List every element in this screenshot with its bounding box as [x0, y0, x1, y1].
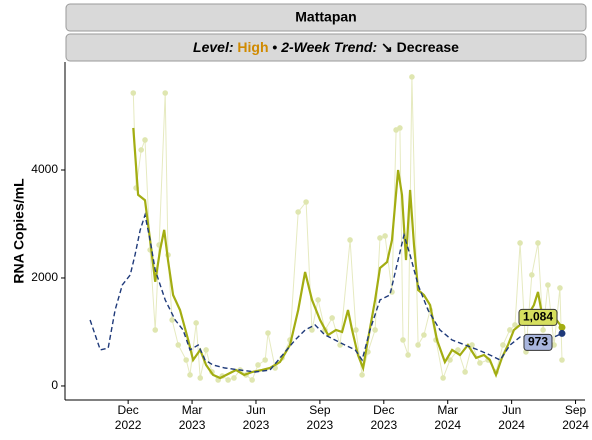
data-point: [231, 375, 237, 381]
data-point: [409, 74, 415, 80]
data-point: [512, 322, 518, 328]
data-point: [169, 317, 175, 323]
data-point: [397, 125, 403, 131]
data-point: [187, 372, 193, 378]
data-point: [353, 327, 359, 333]
data-point: [507, 327, 513, 333]
data-point: [197, 375, 204, 381]
data-point: [329, 315, 335, 321]
x-tick-label: Dec 2022: [115, 403, 142, 432]
data-point: [462, 369, 468, 375]
end-label-text: 973: [528, 335, 548, 349]
data-point: [130, 90, 137, 96]
subtitle-strip: [65, 33, 587, 62]
title-strip: [65, 3, 587, 32]
data-point: [175, 342, 182, 348]
data-point: [405, 352, 411, 358]
data-line: [132, 76, 563, 381]
data-point: [477, 360, 483, 366]
y-tick-label: 2000: [31, 270, 58, 284]
data-point: [142, 137, 148, 143]
trend-label: 2-Week Trend:: [280, 39, 377, 55]
dashed-line: [89, 212, 563, 373]
data-point: [262, 357, 268, 363]
data-point: [469, 342, 475, 348]
data-point: [138, 147, 144, 153]
data-point: [315, 297, 321, 303]
x-tick-label: Jun 2023: [243, 403, 270, 432]
x-tick-label: Dec 2023: [370, 403, 397, 432]
chart-title: Mattapan: [295, 9, 356, 25]
y-tick-label: 0: [51, 378, 58, 392]
data-point: [517, 240, 523, 246]
data-point: [447, 357, 453, 363]
data-point: [455, 347, 461, 353]
data-point: [421, 332, 427, 338]
end-label-box: [523, 333, 553, 351]
data-point: [249, 377, 255, 383]
separator: •: [272, 39, 277, 55]
data-point: [440, 375, 446, 381]
level: High: [237, 39, 268, 55]
chart-subtitle: Level: High • 2-Week Trend: ↘ Decrease: [193, 39, 459, 55]
data-point: [559, 357, 565, 363]
data-point: [295, 209, 301, 215]
data-point: [415, 342, 421, 348]
x-tick-label: Sep 2024: [562, 403, 589, 432]
data-point: [183, 357, 189, 363]
data-point: [203, 347, 209, 353]
data-point: [400, 337, 406, 343]
end-point: [558, 329, 566, 337]
data-point: [265, 330, 271, 336]
trend-line: [132, 127, 563, 380]
end-label-text: 1,084: [523, 310, 553, 324]
y-axis-label: RNA Copies/mL: [11, 178, 27, 284]
x-tick-label: Jun 2024: [498, 403, 525, 432]
x-tick-label: Mar 2024: [434, 403, 461, 432]
data-point: [255, 362, 261, 368]
end-label-box: [518, 308, 558, 326]
end-label: 973: [523, 333, 553, 351]
data-point: [535, 240, 541, 246]
data-point: [303, 199, 309, 205]
data-point: [193, 320, 199, 326]
end-label: 1,084: [518, 308, 558, 326]
level-label: Level:: [193, 39, 233, 55]
trend: ↘ Decrease: [381, 39, 459, 55]
x-tick-label: Mar 2023: [179, 403, 206, 432]
data-point: [557, 285, 563, 291]
data-point: [372, 327, 378, 333]
data-point: [225, 377, 231, 383]
x-tick-label: Sep 2023: [307, 403, 334, 432]
end-point: [558, 323, 566, 331]
data-point: [545, 282, 551, 288]
data-point: [162, 90, 169, 96]
data-point: [500, 342, 506, 348]
data-point: [309, 327, 315, 333]
data-point: [551, 342, 557, 348]
data-point: [359, 372, 365, 378]
y-tick-label: 4000: [31, 162, 58, 176]
data-point: [152, 327, 159, 333]
data-point: [377, 235, 383, 241]
data-point: [529, 272, 535, 278]
data-point: [347, 237, 353, 243]
data-point: [382, 233, 388, 239]
data-point: [540, 327, 546, 333]
